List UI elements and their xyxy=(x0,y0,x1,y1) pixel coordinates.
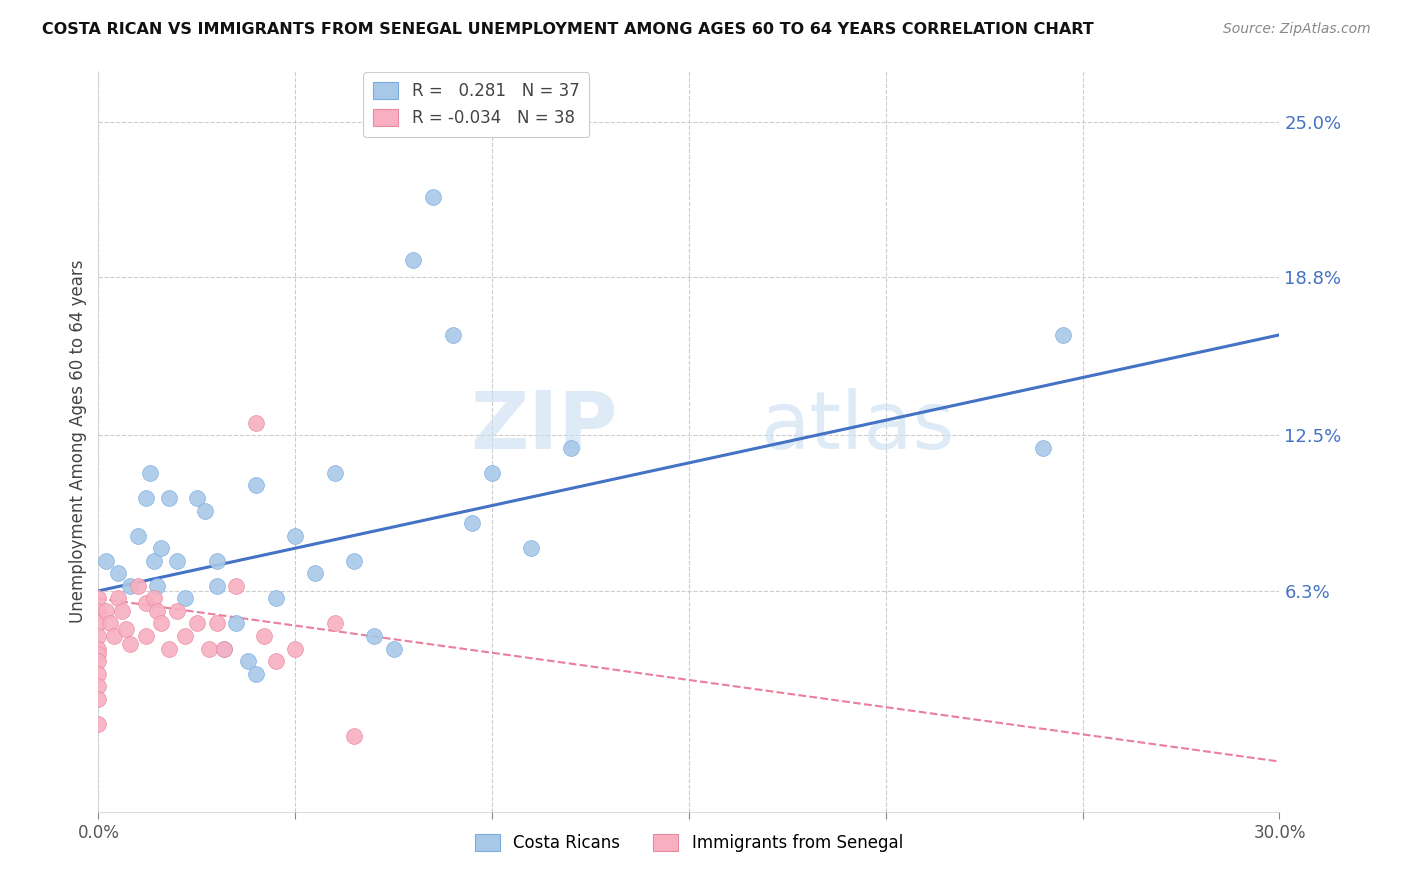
Point xyxy=(284,641,307,656)
Point xyxy=(402,252,425,267)
Point xyxy=(284,529,307,543)
Point xyxy=(214,641,236,656)
Point xyxy=(146,604,169,618)
Point xyxy=(87,654,110,668)
Point xyxy=(1032,441,1054,455)
Point xyxy=(142,591,165,606)
Point xyxy=(205,554,228,568)
Point xyxy=(323,616,346,631)
Point xyxy=(264,654,287,668)
Point xyxy=(166,554,188,568)
Point xyxy=(186,616,208,631)
Point xyxy=(142,554,165,568)
Point xyxy=(1052,327,1074,342)
Point xyxy=(118,579,141,593)
Point xyxy=(174,591,197,606)
Point xyxy=(127,579,149,593)
Point xyxy=(560,441,582,455)
Point xyxy=(87,616,110,631)
Point xyxy=(343,730,366,744)
Text: ZIP: ZIP xyxy=(471,388,619,466)
Point xyxy=(135,491,157,505)
Point xyxy=(166,604,188,618)
Point xyxy=(87,666,110,681)
Point xyxy=(138,466,160,480)
Point xyxy=(186,491,208,505)
Point xyxy=(382,641,405,656)
Point xyxy=(214,641,236,656)
Point xyxy=(245,666,267,681)
Point xyxy=(225,616,247,631)
Point xyxy=(461,516,484,530)
Point xyxy=(225,579,247,593)
Point xyxy=(111,604,134,618)
Point xyxy=(304,566,326,581)
Point xyxy=(87,717,110,731)
Point xyxy=(264,591,287,606)
Point xyxy=(87,691,110,706)
Point xyxy=(174,629,197,643)
Legend: Costa Ricans, Immigrants from Senegal: Costa Ricans, Immigrants from Senegal xyxy=(468,828,910,859)
Point xyxy=(87,604,110,618)
Point xyxy=(118,636,141,650)
Point xyxy=(87,679,110,693)
Point xyxy=(441,327,464,342)
Point xyxy=(150,541,173,556)
Point xyxy=(157,491,180,505)
Point xyxy=(422,190,444,204)
Text: COSTA RICAN VS IMMIGRANTS FROM SENEGAL UNEMPLOYMENT AMONG AGES 60 TO 64 YEARS CO: COSTA RICAN VS IMMIGRANTS FROM SENEGAL U… xyxy=(42,22,1094,37)
Point xyxy=(150,616,173,631)
Point xyxy=(245,478,267,492)
Point xyxy=(96,554,118,568)
Point xyxy=(253,629,276,643)
Point xyxy=(157,641,180,656)
Text: Source: ZipAtlas.com: Source: ZipAtlas.com xyxy=(1223,22,1371,37)
Point xyxy=(87,641,110,656)
Point xyxy=(520,541,543,556)
Point xyxy=(103,629,125,643)
Point xyxy=(146,579,169,593)
Point xyxy=(343,554,366,568)
Point xyxy=(107,566,129,581)
Point xyxy=(135,596,157,610)
Point xyxy=(363,629,385,643)
Point xyxy=(236,654,259,668)
Point xyxy=(481,466,503,480)
Point xyxy=(96,604,118,618)
Y-axis label: Unemployment Among Ages 60 to 64 years: Unemployment Among Ages 60 to 64 years xyxy=(69,260,87,624)
Text: atlas: atlas xyxy=(759,388,955,466)
Point xyxy=(87,591,110,606)
Point xyxy=(107,591,129,606)
Point xyxy=(135,629,157,643)
Point xyxy=(87,647,110,661)
Point xyxy=(245,416,267,430)
Point xyxy=(87,629,110,643)
Point xyxy=(98,616,121,631)
Point xyxy=(323,466,346,480)
Point xyxy=(197,641,219,656)
Point xyxy=(115,622,138,636)
Point xyxy=(194,503,217,517)
Point xyxy=(127,529,149,543)
Point xyxy=(205,579,228,593)
Point xyxy=(205,616,228,631)
